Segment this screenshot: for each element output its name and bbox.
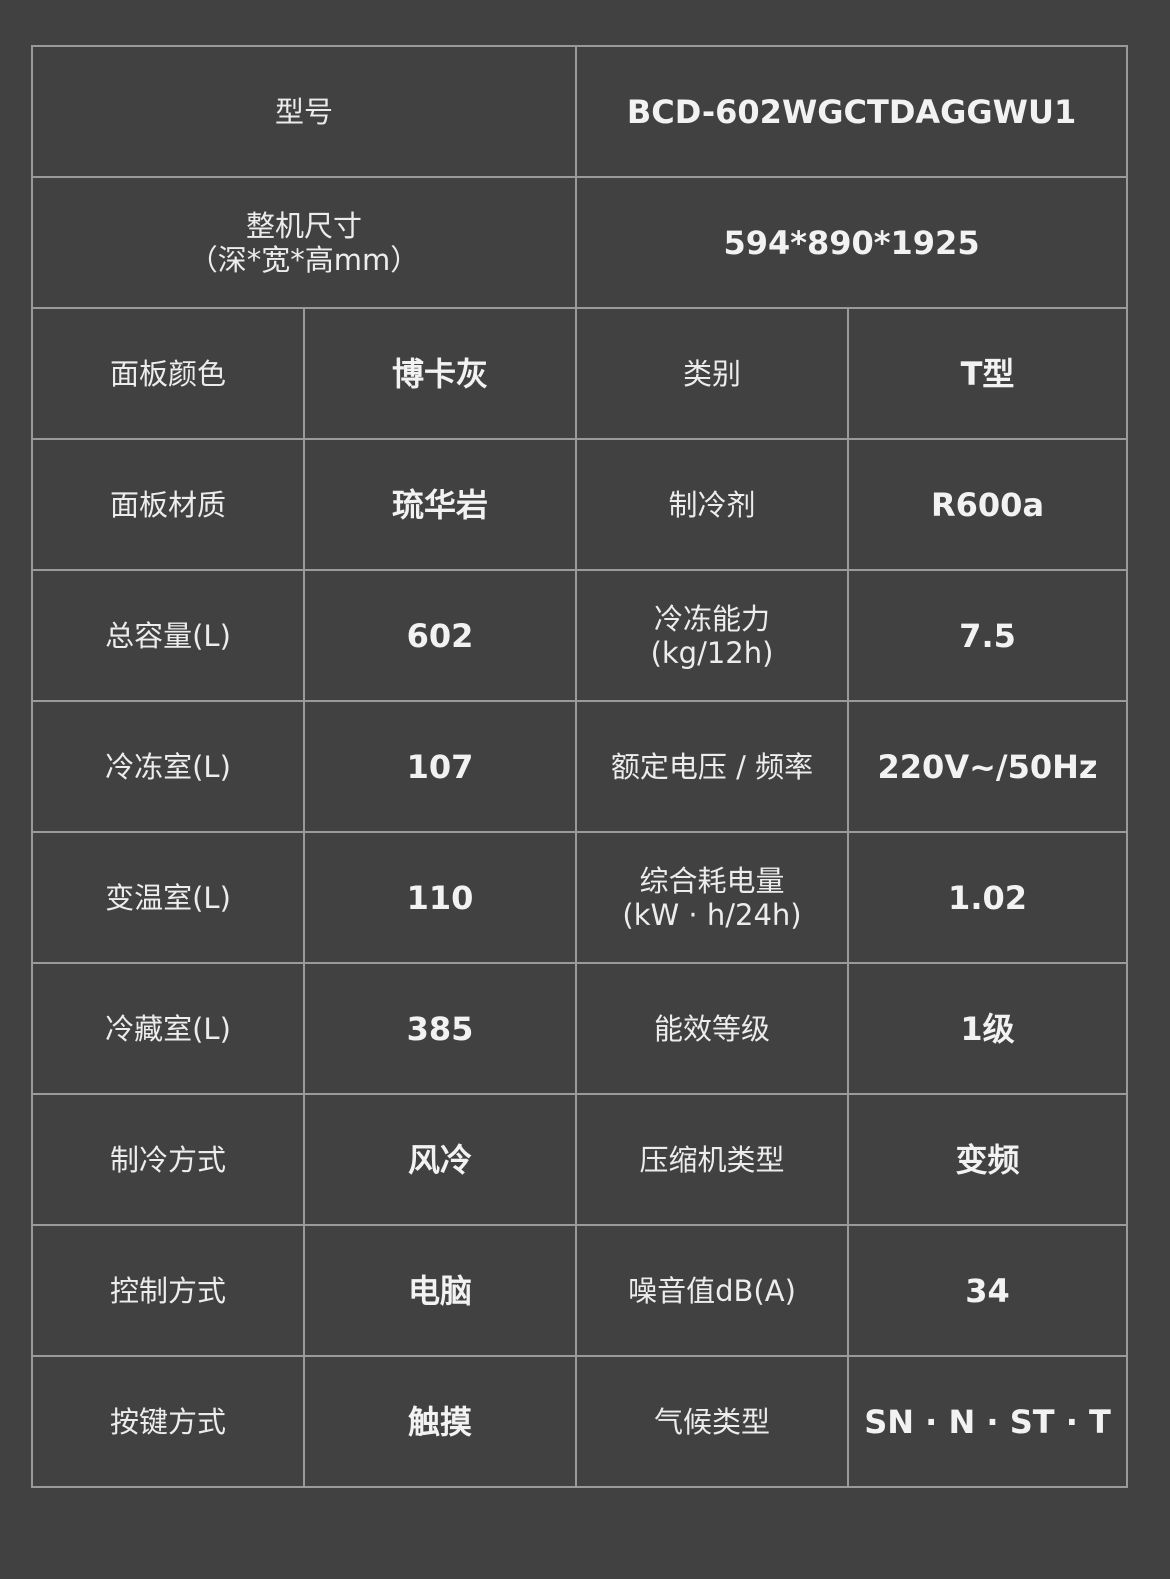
label-text: 制冷方式	[109, 1142, 226, 1177]
label-text: 冷藏室(L)	[105, 1011, 231, 1046]
spec-value: 602	[302, 569, 578, 702]
label-text: 气候类型	[654, 1404, 771, 1439]
value-text: R600a	[931, 485, 1045, 524]
value-text: 107	[406, 747, 474, 786]
spec-row: 制冷方式 风冷 压缩机类型 变频	[31, 1093, 1129, 1226]
spec-value: T型	[847, 307, 1129, 440]
spec-value: 220V~/50Hz	[847, 700, 1129, 833]
label-text: 冷冻能力	[654, 601, 771, 636]
spec-value: 385	[302, 962, 578, 1095]
spec-value: 琉华岩	[302, 438, 578, 571]
label-unit: (kg/12h)	[650, 635, 774, 670]
spec-label: 冷藏室(L)	[31, 962, 305, 1095]
spec-value: 风冷	[302, 1093, 578, 1226]
spec-value: 变频	[847, 1093, 1129, 1226]
model-label: 型号	[30, 45, 578, 178]
size-label-line2: （深*宽*高mm）	[188, 242, 420, 277]
label-text: 噪音值dB(A)	[628, 1273, 796, 1308]
spec-row: 面板颜色 博卡灰 类别 T型	[31, 307, 1129, 440]
size-value: 594*890*1925	[575, 176, 1129, 309]
spec-value: 1级	[847, 962, 1129, 1095]
size-label: 整机尺寸 （深*宽*高mm）	[30, 176, 578, 309]
spec-value: 34	[847, 1224, 1129, 1357]
label-text: 变温室(L)	[105, 880, 231, 915]
spec-label: 类别	[575, 307, 850, 440]
value-text: 110	[406, 878, 474, 917]
spec-value: 博卡灰	[302, 307, 578, 440]
model-value: BCD-602WGCTDAGGWU1	[575, 45, 1129, 178]
spec-label: 面板颜色	[31, 307, 305, 440]
value-text: 220V~/50Hz	[877, 747, 1098, 786]
label-text: 按键方式	[109, 1404, 226, 1439]
spec-label: 冷冻能力 (kg/12h)	[575, 569, 850, 702]
spec-value: 1.02	[847, 831, 1129, 964]
label-text: 额定电压 / 频率	[610, 749, 814, 784]
label-text: 压缩机类型	[639, 1142, 785, 1177]
label-text: 冷冻室(L)	[105, 749, 231, 784]
spec-row: 冷冻室(L) 107 额定电压 / 频率 220V~/50Hz	[31, 700, 1129, 833]
value-text: 602	[406, 616, 474, 655]
spec-label: 气候类型	[575, 1355, 850, 1488]
spec-label: 综合耗电量 (kW · h/24h)	[575, 831, 850, 964]
value-text: 琉华岩	[392, 485, 489, 524]
label-text: 能效等级	[654, 1011, 771, 1046]
spec-label: 噪音值dB(A)	[575, 1224, 850, 1357]
spec-row: 按键方式 触摸 气候类型 SN · N · ST · T	[31, 1355, 1129, 1488]
value-text: 34	[965, 1271, 1010, 1310]
value-text: 变频	[955, 1140, 1020, 1179]
spec-row: 变温室(L) 110 综合耗电量 (kW · h/24h) 1.02	[31, 831, 1129, 964]
spec-value: 7.5	[847, 569, 1129, 702]
label-text: 控制方式	[109, 1273, 226, 1308]
row-model: 型号 BCD-602WGCTDAGGWU1	[30, 45, 1129, 178]
spec-label: 总容量(L)	[31, 569, 305, 702]
value-text: SN · N · ST · T	[864, 1402, 1111, 1441]
spec-label: 制冷方式	[31, 1093, 305, 1226]
value-text: 1.02	[948, 878, 1027, 917]
value-text: 触摸	[408, 1402, 473, 1441]
spec-label: 额定电压 / 频率	[575, 700, 850, 833]
size-label-line1: 整机尺寸	[246, 208, 363, 243]
spec-row: 总容量(L) 602 冷冻能力 (kg/12h) 7.5	[31, 569, 1129, 702]
value-text: 7.5	[959, 616, 1016, 655]
value-text: 1级	[960, 1009, 1015, 1048]
spec-value: 110	[302, 831, 578, 964]
label-text: 制冷剂	[668, 487, 756, 522]
spec-row: 冷藏室(L) 385 能效等级 1级	[31, 962, 1129, 1095]
label-text: 总容量(L)	[105, 618, 231, 653]
spec-value: R600a	[847, 438, 1129, 571]
label-text: 类别	[683, 356, 742, 391]
label-text: 面板颜色	[109, 356, 226, 391]
spec-label: 面板材质	[31, 438, 305, 571]
spec-label: 按键方式	[31, 1355, 305, 1488]
spec-row: 控制方式 电脑 噪音值dB(A) 34	[31, 1224, 1129, 1357]
value-text: 385	[406, 1009, 474, 1048]
spec-label: 压缩机类型	[575, 1093, 850, 1226]
spec-label: 控制方式	[31, 1224, 305, 1357]
label-text: 面板材质	[109, 487, 226, 522]
spec-label: 变温室(L)	[31, 831, 305, 964]
value-text: T型	[960, 354, 1015, 393]
spec-value: 107	[302, 700, 578, 833]
spec-label: 冷冻室(L)	[31, 700, 305, 833]
value-text: 风冷	[408, 1140, 473, 1179]
spec-value: SN · N · ST · T	[847, 1355, 1129, 1488]
value-text: 博卡灰	[392, 354, 489, 393]
spec-row: 面板材质 琉华岩 制冷剂 R600a	[31, 438, 1129, 571]
label-unit: (kW · h/24h)	[622, 897, 802, 932]
row-size: 整机尺寸 （深*宽*高mm） 594*890*1925	[30, 176, 1129, 309]
spec-value: 电脑	[302, 1224, 578, 1357]
spec-table: 型号 BCD-602WGCTDAGGWU1 整机尺寸 （深*宽*高mm） 594…	[30, 45, 1129, 1488]
spec-label: 制冷剂	[575, 438, 850, 571]
label-text: 综合耗电量	[639, 863, 785, 898]
value-text: 电脑	[408, 1271, 473, 1310]
spec-label: 能效等级	[575, 962, 850, 1095]
spec-value: 触摸	[302, 1355, 578, 1488]
